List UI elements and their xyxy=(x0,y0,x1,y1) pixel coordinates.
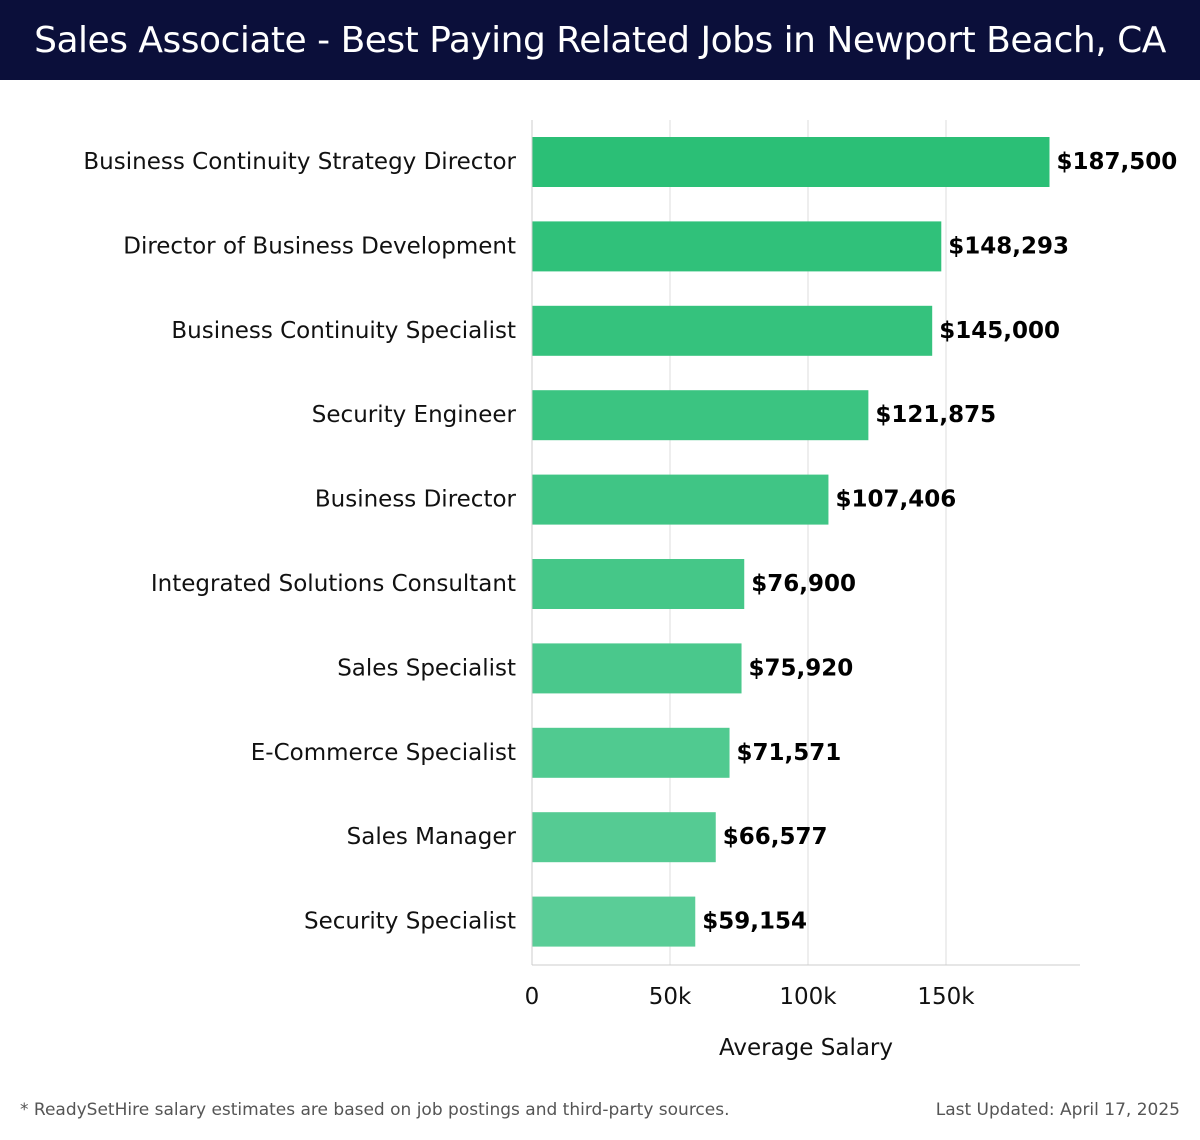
bar-9[interactable] xyxy=(532,812,716,863)
value-label-10: $59,154 xyxy=(702,909,807,935)
footer-disclaimer: * ReadySetHire salary estimates are base… xyxy=(20,1100,730,1120)
category-label-9: Sales Manager xyxy=(347,824,517,850)
chart-header: Sales Associate - Best Paying Related Jo… xyxy=(0,0,1200,80)
value-label-9: $66,577 xyxy=(723,824,828,850)
x-tick-label-100k: 100k xyxy=(779,984,837,1010)
bar-5[interactable] xyxy=(532,474,829,525)
value-label-6: $76,900 xyxy=(751,571,856,597)
page-title: Sales Associate - Best Paying Related Jo… xyxy=(34,19,1166,61)
bar-chart: Business Continuity Strategy Director $18… xyxy=(83,120,1178,1061)
category-label-6: Integrated Solutions Consultant xyxy=(151,571,516,597)
bar-3[interactable] xyxy=(532,305,933,356)
value-label-7: $75,920 xyxy=(749,655,854,681)
bar-8[interactable] xyxy=(532,727,730,778)
category-label-1: Business Continuity Strategy Director xyxy=(83,149,516,175)
value-label-5: $107,406 xyxy=(835,487,956,513)
category-label-7: Sales Specialist xyxy=(337,655,516,681)
bar-2[interactable] xyxy=(532,221,942,272)
x-tick-label-0: 0 xyxy=(525,984,540,1010)
x-tick-label-50k: 50k xyxy=(649,984,692,1010)
bar-1[interactable] xyxy=(532,137,1050,187)
category-label-2: Director of Business Development xyxy=(123,233,516,259)
bar-6[interactable] xyxy=(532,559,745,609)
category-label-5: Business Director xyxy=(315,487,517,513)
category-label-3: Business Continuity Specialist xyxy=(171,318,516,344)
value-label-2: $148,293 xyxy=(948,233,1069,259)
category-label-8: E-Commerce Specialist xyxy=(251,740,516,766)
value-label-1: $187,500 xyxy=(1057,149,1178,175)
category-label-10: Security Specialist xyxy=(304,909,516,935)
category-label-4: Security Engineer xyxy=(312,402,517,428)
bar-4[interactable] xyxy=(532,390,869,441)
bar-10[interactable] xyxy=(532,896,696,947)
bar-7[interactable] xyxy=(532,643,742,694)
last-updated: Last Updated: April 17, 2025 xyxy=(935,1100,1180,1120)
value-label-3: $145,000 xyxy=(939,318,1060,344)
value-label-8: $71,571 xyxy=(737,740,842,766)
x-tick-label-150k: 150k xyxy=(917,984,975,1010)
x-axis-title: Average Salary xyxy=(719,1035,893,1061)
value-label-4: $121,875 xyxy=(875,402,996,428)
